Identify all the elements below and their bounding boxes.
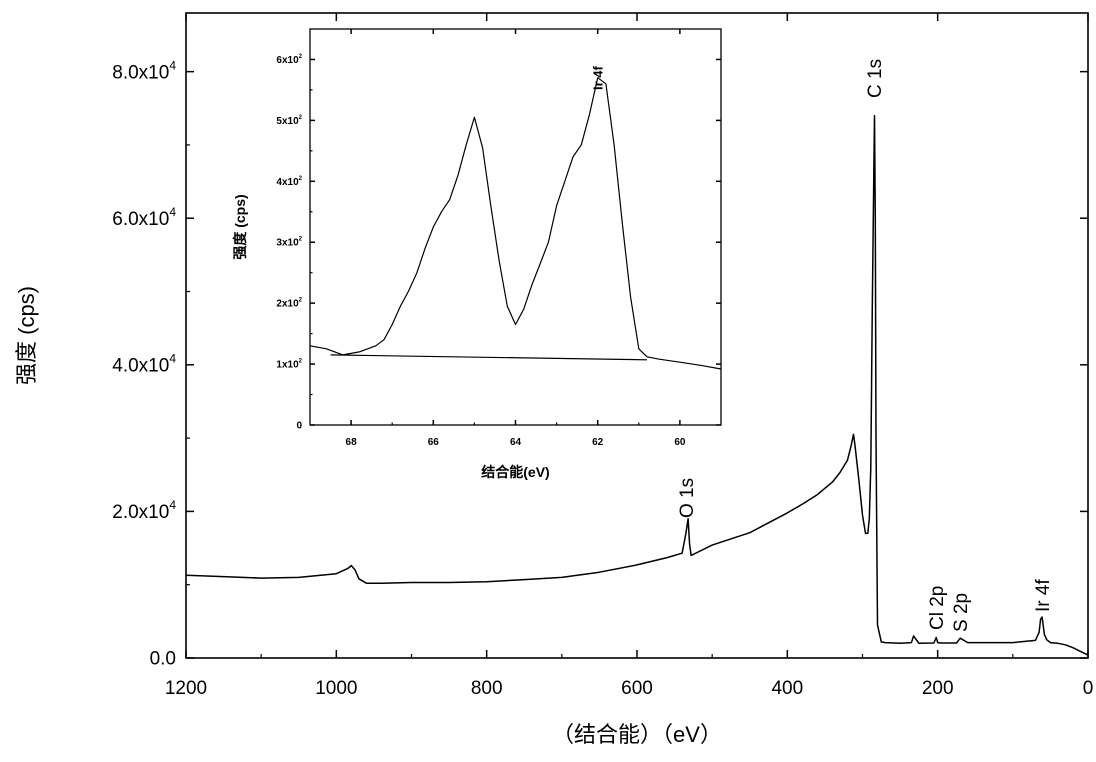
inset-y-tick-label: 3x102	[276, 237, 302, 249]
main-peak-label: Ir 4f	[1033, 579, 1054, 612]
main-y-tick-label: 0.0	[150, 649, 176, 670]
inset-x-tick-label: 68	[346, 437, 358, 448]
main-peak-label: S 2p	[951, 593, 972, 632]
main-peak-label: O 1s	[677, 478, 698, 518]
inset-x-axis-title: 结合能(eV)	[481, 464, 549, 480]
main-x-axis-title: （结合能）（eV）	[552, 722, 722, 747]
main-x-tick-label: 800	[471, 678, 503, 699]
inset-y-tick-label: 2x102	[276, 298, 302, 310]
inset-y-tick-label: 6x102	[276, 54, 302, 66]
main-y-axis-title: 强度 (cps)	[14, 286, 39, 385]
inset-baseline-line	[330, 354, 648, 361]
main-x-tick-label: 200	[922, 678, 954, 699]
inset-plot: 68 66 64 62 60 0 1x102 2x102 3x102 4x102 5x102 6x10…	[232, 28, 722, 480]
inset-y-tick-label: 0	[296, 421, 302, 432]
inset-plot-frame	[309, 28, 722, 426]
main-y-tick-label: 8.0x104	[112, 58, 176, 83]
inset-spectrum-line	[309, 77, 722, 370]
main-x-tick-label: 0	[1083, 678, 1094, 699]
main-spectrum-line	[185, 114, 1089, 656]
inset-peak-label: Ir 4f	[591, 65, 606, 90]
main-peak-label: C 1s	[865, 59, 886, 98]
main-x-tick-label: 1000	[315, 678, 357, 699]
main-y-tick-label: 6.0x104	[112, 205, 176, 230]
main-x-tick-label: 600	[621, 678, 653, 699]
inset-y-tick-label: 5x102	[276, 115, 302, 127]
main-x-tick-label: 1200	[165, 678, 207, 699]
main-peak-label: Cl 2p	[927, 586, 948, 630]
inset-y-tick-label: 4x102	[276, 176, 302, 188]
main-x-tick-label: 400	[771, 678, 803, 699]
inset-x-tick-label: 60	[674, 437, 686, 448]
inset-x-tick-label: 66	[428, 437, 440, 448]
inset-x-tick-label: 64	[510, 437, 522, 448]
inset-y-axis-title: 强度 (cps)	[232, 194, 248, 259]
main-y-tick-label: 2.0x104	[112, 498, 176, 523]
main-y-tick-label: 4.0x104	[112, 351, 176, 376]
inset-x-tick-label: 62	[592, 437, 604, 448]
inset-y-tick-label: 1x102	[276, 359, 302, 371]
